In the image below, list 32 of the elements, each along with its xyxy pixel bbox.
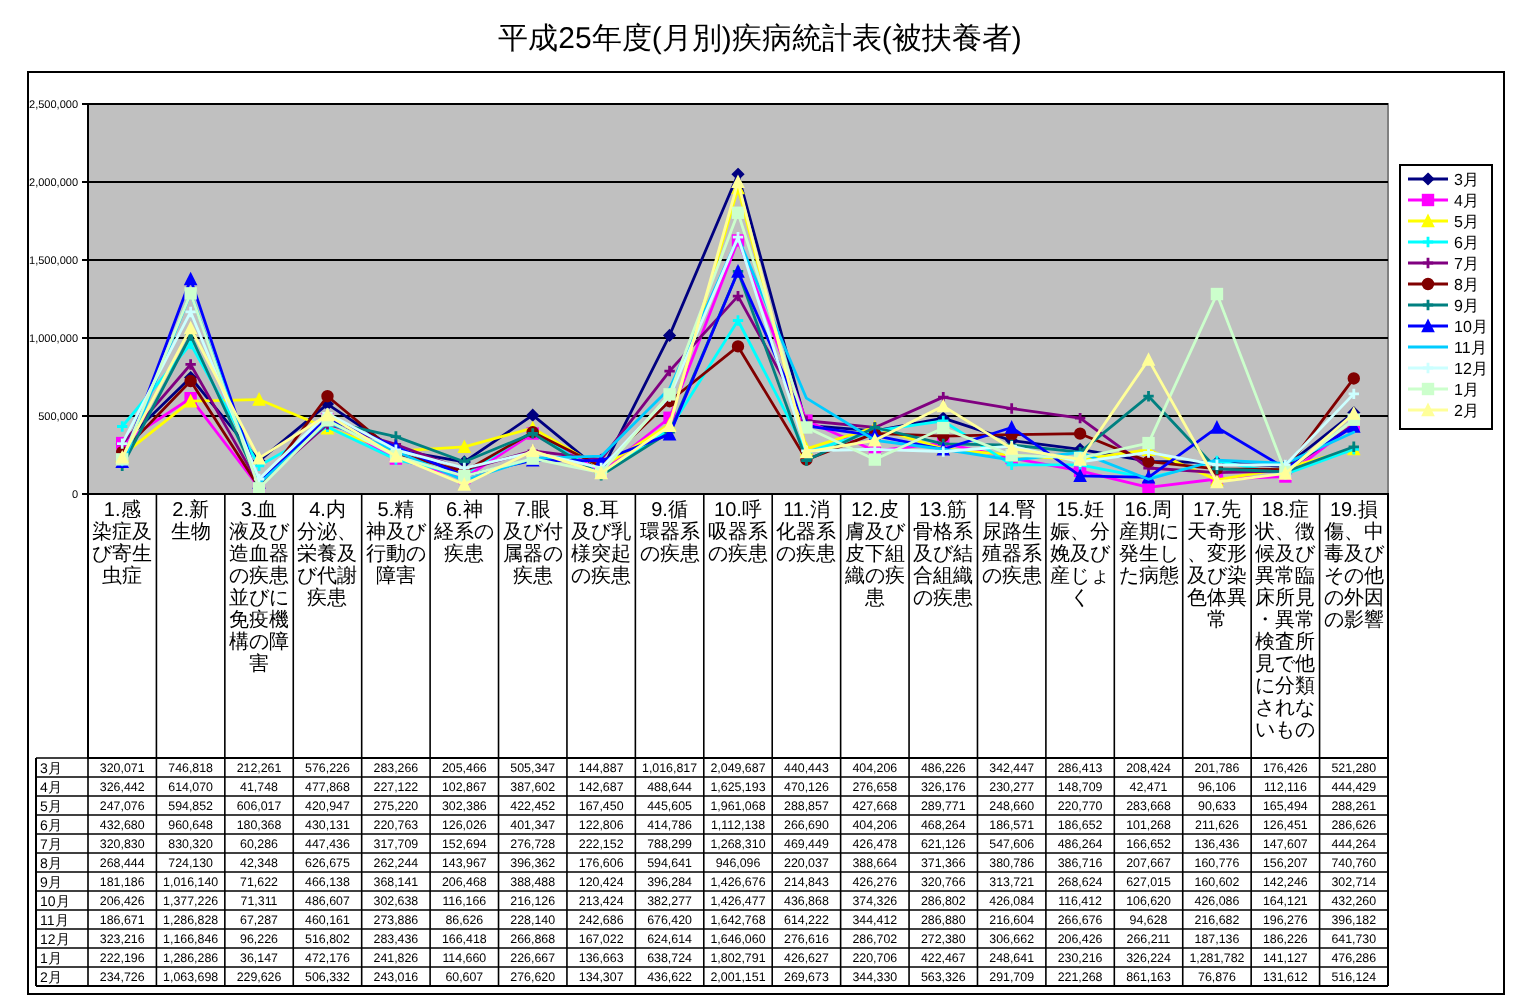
x-tick-label: 8.耳及び乳様突起の疾患	[571, 500, 632, 588]
x-tick-label: 11.消化器系の疾患	[776, 498, 837, 566]
x-tick-label: 17.先天奇形、変形及び染色体異常	[1186, 498, 1247, 632]
legend-label: 12月	[1454, 360, 1488, 378]
legend-label: 10月	[1454, 318, 1488, 336]
category-label: 18.症状、徴候及び異常臨床所見・異常検査所見で他に分類されないもの	[1255, 500, 1316, 742]
x-tick-label: 7.眼及び付属器の疾患	[502, 500, 563, 588]
x-tick-label: 13.筋骨格系及び結合組織の疾患	[913, 498, 974, 610]
title: 平成25年度(月別)疾病統計表(被扶養者)	[498, 22, 1022, 56]
legend-label: 5月	[1454, 213, 1479, 231]
x-tick-label: 15.妊娠、分娩及び産じょく	[1050, 500, 1113, 610]
legend-label: 1月	[1454, 381, 1479, 399]
x-tick-label: 5.精神及び行動の障害	[365, 498, 428, 588]
legend-label: 6月	[1454, 234, 1479, 252]
x-tick-label: 16.周産期に発生した病態	[1118, 500, 1179, 588]
x-tick-label: 2.新生物	[170, 498, 211, 544]
x-tick-label: 14.腎尿路生殖器系の疾患	[981, 498, 1042, 588]
legend-label: 9月	[1454, 297, 1479, 315]
x-tick-label: 6.神経系の疾患	[432, 498, 495, 566]
x-tick-label: 3.血液及び造血器の疾患並びに免疫機構の障害	[229, 498, 292, 676]
x-tick-label: 4.内分泌、栄養及び代謝疾患	[297, 498, 358, 610]
legend-label: 4月	[1454, 192, 1479, 210]
legend-label: 2月	[1454, 402, 1479, 420]
x-tick-label: 1.感染症及び寄生虫症	[92, 498, 153, 588]
legend-label: 7月	[1454, 255, 1479, 273]
x-tick-label: 10.呼吸器系の疾患	[708, 498, 768, 566]
legend-label: 8月	[1454, 276, 1479, 294]
x-tick-label: 9.循環器系の疾患	[639, 500, 700, 566]
x-tick-label: 12.皮膚及び皮下組織の疾患	[842, 498, 907, 610]
legend-label: 3月	[1454, 171, 1479, 189]
x-tick-label: 19.損傷、中毒及びその他の外因の影響	[1323, 498, 1386, 632]
legend-label: 11月	[1454, 339, 1487, 357]
